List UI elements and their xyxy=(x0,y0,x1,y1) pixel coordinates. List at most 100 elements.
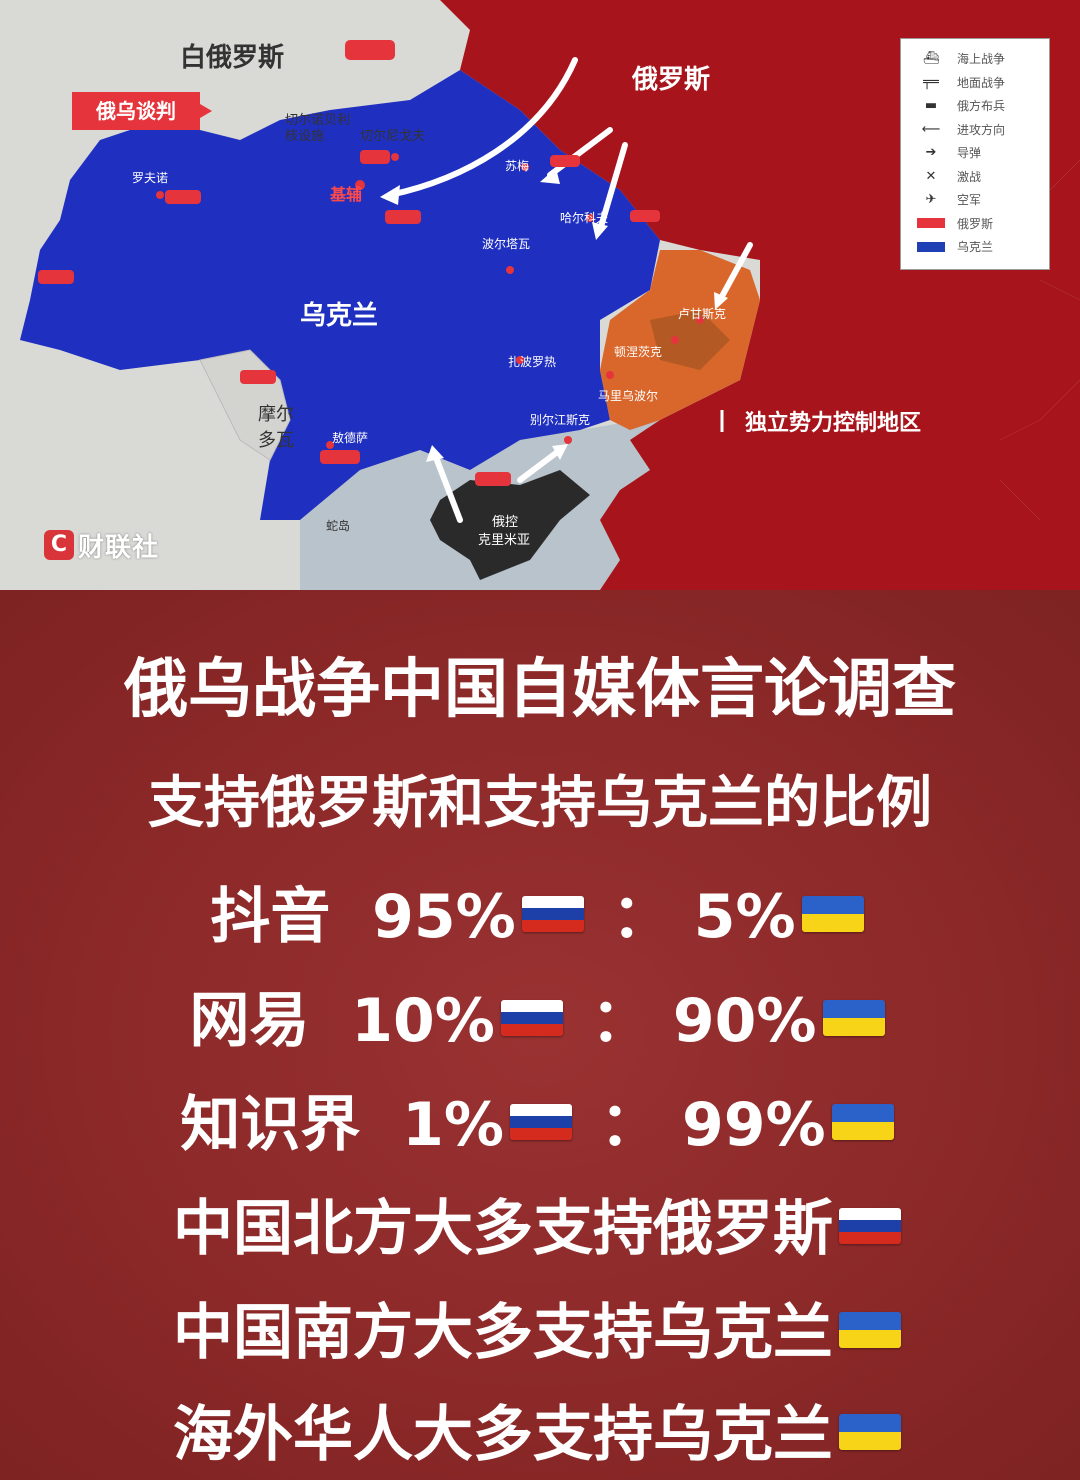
logo-mark: C xyxy=(44,530,74,560)
tank-icon xyxy=(385,210,421,224)
legend-item: 乌克兰 xyxy=(911,235,1043,259)
tank-icon xyxy=(165,190,201,204)
russia-flag-icon xyxy=(510,1104,573,1141)
russia-flag-icon xyxy=(839,1208,901,1245)
legend-item: ➔ 导弹 xyxy=(911,141,1043,165)
statement-south: 中国南方大多支持乌克兰 xyxy=(0,1284,1080,1371)
stat-row-netease: 网易 10% ： 90% xyxy=(0,972,1080,1059)
stat-ukraine-pct: 5% xyxy=(693,882,796,952)
stat-russia-pct: 95% xyxy=(372,882,516,952)
legend-label: 俄罗斯 xyxy=(957,216,994,231)
legend-label: 空军 xyxy=(957,193,982,208)
cls-logo: C 财联社 xyxy=(44,528,160,563)
arrow-luhansk xyxy=(717,242,753,303)
ukraine-flag-icon xyxy=(822,1000,885,1037)
label-poltava: 波尔塔瓦 xyxy=(482,236,530,251)
arrow-crimea-east xyxy=(517,447,563,483)
label-donetsk: 顿涅茨克 xyxy=(614,345,662,359)
survey-subtitle: 支持俄罗斯和支持乌克兰的比例 xyxy=(148,771,932,836)
swatch-ukraine xyxy=(911,240,951,254)
legend-label: 激战 xyxy=(957,169,982,184)
tank-icon xyxy=(630,210,660,222)
russia-flag-icon xyxy=(521,896,584,933)
arrow-crimea-north xyxy=(432,452,463,523)
label-chernobyl-1: 切尔诺贝利 xyxy=(285,113,350,128)
statement-north: 中国北方大多支持俄罗斯 xyxy=(0,1180,1080,1267)
map-legend: ⛴ 海上战争 ╤═ 地面战争 ▬ 俄方布兵 ⟵ 进攻方向 ➔ 导弹 ✕ 激战 ✈ 空军俄罗斯乌克兰 xyxy=(900,38,1050,270)
label-crimea-1: 俄控 xyxy=(492,515,518,530)
label-moldova-2: 多瓦 xyxy=(258,430,294,451)
label-zaporizhzhia: 扎波罗热 xyxy=(508,355,556,369)
tank-icon xyxy=(320,450,360,464)
tank-icon xyxy=(240,370,276,384)
tank-icon xyxy=(475,472,511,486)
label-kharkiv: 哈尔科夫 xyxy=(560,210,608,225)
talks-badge: 俄乌谈判 xyxy=(72,92,212,130)
arrow-kyiv xyxy=(387,57,578,198)
attack-arrows xyxy=(387,57,753,523)
ukraine-flag-icon xyxy=(839,1414,901,1451)
ship-icon: ⛴ xyxy=(922,51,940,67)
legend-item: ✕ 激战 xyxy=(911,165,1043,189)
label-luhansk: 卢甘斯克 xyxy=(678,306,726,321)
statement-text: 中国南方大多支持乌克兰 xyxy=(173,1298,833,1368)
legend-item: ⛴ 海上战争 xyxy=(911,47,1043,71)
label-snake-island: 蛇岛 xyxy=(326,518,350,533)
label-ukraine: 乌克兰 xyxy=(300,300,378,331)
arrow-heads xyxy=(380,168,728,462)
stat-separator: ： xyxy=(590,986,651,1056)
tank-icon xyxy=(345,40,395,60)
legend-item: ⟵ 进攻方向 xyxy=(911,118,1043,142)
label-mariupol: 马里乌波尔 xyxy=(598,388,658,403)
separatist-core xyxy=(650,310,730,370)
stat-row-intellectuals: 知识界 1% ： 99% xyxy=(0,1076,1080,1163)
crimea-region xyxy=(430,470,590,580)
russia-region-east xyxy=(440,0,1080,520)
label-chernobyl-2: 核设施 xyxy=(285,129,324,144)
stat-russia-pct: 10% xyxy=(351,986,495,1056)
label-moldova-1: 摩尔 xyxy=(258,404,294,425)
swatch-russia xyxy=(911,216,951,230)
label-rivne: 罗夫诺 xyxy=(132,171,168,185)
tank-icon xyxy=(360,150,390,164)
tank-icon xyxy=(550,155,580,167)
ukraine-flag-icon xyxy=(801,896,864,933)
statement-text: 中国北方大多支持俄罗斯 xyxy=(173,1194,833,1264)
arrow-kharkiv xyxy=(597,142,628,233)
stat-separator: ： xyxy=(600,1090,661,1160)
city-markers xyxy=(156,153,704,449)
legend-item: ✈ 空军 xyxy=(911,188,1043,212)
stat-ukraine-pct: 90% xyxy=(672,986,817,1056)
stat-platform: 抖音 xyxy=(210,882,331,952)
stat-ukraine-pct: 99% xyxy=(682,1090,826,1160)
legend-label: 地面战争 xyxy=(957,75,1006,90)
tank-icon xyxy=(38,270,74,284)
missile-icon: ➔ xyxy=(925,145,937,161)
ukraine-flag-icon xyxy=(831,1104,894,1141)
russia-flag-icon xyxy=(500,1000,563,1037)
label-crimea-2: 克里米亚 xyxy=(478,533,530,548)
arrow-left-icon: ⟵ xyxy=(921,121,941,137)
survey-title: 俄乌战争中国自媒体言论调查 xyxy=(124,653,956,727)
label-odesa: 敖德萨 xyxy=(332,430,368,445)
legend-label: 乌克兰 xyxy=(957,240,994,255)
jet-icon: ✈ xyxy=(925,192,937,208)
war-map: 白俄罗斯 俄罗斯 乌克兰 摩尔 多瓦 切尔诺贝利 核设施 切尔尼戈夫 基辅 罗夫… xyxy=(0,0,1080,590)
unit-symbols xyxy=(38,40,660,486)
logo-text: 财联社 xyxy=(78,532,160,563)
stat-platform: 知识界 xyxy=(180,1090,361,1160)
swords-icon: ✕ xyxy=(925,168,937,184)
stat-separator: ： xyxy=(611,882,672,952)
tank-icon: ▬ xyxy=(924,98,938,114)
legend-label: 进攻方向 xyxy=(957,122,1006,137)
legend-label: 海上战争 xyxy=(957,52,1006,67)
label-belarus: 白俄罗斯 xyxy=(180,42,284,73)
legend-item: ▬ 俄方布兵 xyxy=(911,94,1043,118)
legend-label: 俄方布兵 xyxy=(957,99,1006,114)
label-berdyansk: 别尔江斯克 xyxy=(530,412,590,427)
label-sumy: 苏梅 xyxy=(505,158,529,173)
stat-row-douyin: 抖音 95% ： 5% xyxy=(0,868,1080,955)
ukraine-region xyxy=(20,70,660,520)
legend-item: ╤═ 地面战争 xyxy=(911,71,1043,95)
arrow-sumy xyxy=(547,127,613,178)
